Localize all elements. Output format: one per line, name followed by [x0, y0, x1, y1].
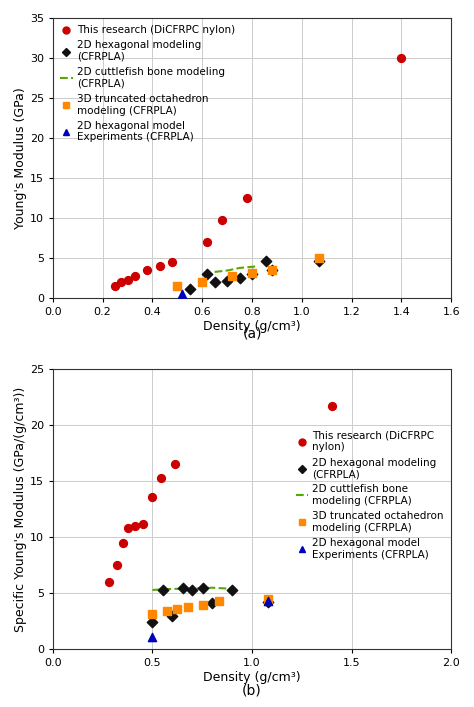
This research (DiCFRPC
nylon) [140, 518, 147, 530]
2D cuttlefish bone
modeling (CFRPLA) [210, 583, 215, 592]
Text: (a): (a) [242, 327, 262, 341]
This research (DiCFRPC nylon) [118, 276, 125, 288]
2D hexagonal modeling
(CFRPLA) [264, 597, 272, 608]
2D hexagonal model
Experiments (CFRPLA) [149, 631, 156, 643]
This research (DiCFRPC
nylon) [124, 522, 131, 534]
This research (DiCFRPC
nylon) [119, 537, 127, 549]
3D truncated octahedron
modeling (CFRPLA) [199, 276, 206, 288]
This research (DiCFRPC
nylon) [157, 472, 165, 484]
Text: (b): (b) [242, 683, 262, 697]
This research (DiCFRPC nylon) [144, 264, 151, 276]
2D hexagonal modeling
(CFRPLA) [209, 597, 216, 609]
Y-axis label: Specific Young's Modulus (GPa/(g/cm³)): Specific Young's Modulus (GPa/(g/cm³)) [14, 387, 27, 632]
2D hexagonal modeling
(CFRPLA) [169, 610, 176, 621]
3D truncated octahedron
modeling (CFRPLA) [173, 603, 181, 614]
X-axis label: Density (g/cm³): Density (g/cm³) [203, 671, 301, 684]
2D cuttlefish bone modeling
(CFRPLA) [212, 268, 218, 276]
Legend: This research (DiCFRPC nylon), 2D hexagonal modeling
(CFRPLA), 2D cuttlefish bon: This research (DiCFRPC nylon), 2D hexago… [58, 23, 237, 144]
This research (DiCFRPC
nylon) [149, 491, 156, 503]
This research (DiCFRPC nylon) [124, 274, 131, 286]
Y-axis label: Young's Modulus (GPa): Young's Modulus (GPa) [14, 87, 27, 229]
This research (DiCFRPC nylon) [169, 257, 176, 268]
3D truncated octahedron
modeling (CFRPLA) [264, 593, 272, 604]
3D truncated octahedron
modeling (CFRPLA) [164, 606, 171, 617]
Legend: This research (DiCFRPC
nylon), 2D hexagonal modeling
(CFRPLA), 2D cuttlefish bon: This research (DiCFRPC nylon), 2D hexago… [294, 428, 446, 561]
3D truncated octahedron
modeling (CFRPLA) [149, 608, 156, 619]
3D truncated octahedron
modeling (CFRPLA) [228, 270, 236, 281]
This research (DiCFRPC
nylon) [172, 459, 179, 470]
This research (DiCFRPC nylon) [111, 281, 119, 292]
This research (DiCFRPC nylon) [203, 237, 211, 248]
2D hexagonal modeling
(CFRPLA) [200, 582, 207, 593]
This research (DiCFRPC nylon) [243, 192, 251, 204]
This research (DiCFRPC
nylon) [105, 576, 112, 588]
2D hexagonal modeling
(CFRPLA) [211, 276, 219, 288]
Line: 2D cuttlefish bone modeling
(CFRPLA): 2D cuttlefish bone modeling (CFRPLA) [215, 267, 257, 272]
This research (DiCFRPC
nylon) [132, 520, 139, 532]
2D hexagonal model
Experiments (CFRPLA) [179, 288, 186, 300]
2D hexagonal modeling
(CFRPLA) [262, 255, 270, 267]
This research (DiCFRPC
nylon) [328, 400, 336, 411]
2D hexagonal model
Experiments (CFRPLA) [264, 595, 272, 607]
2D cuttlefish bone modeling
(CFRPLA) [254, 262, 260, 271]
This research (DiCFRPC nylon) [156, 261, 164, 272]
2D hexagonal modeling
(CFRPLA) [223, 275, 231, 286]
2D hexagonal modeling
(CFRPLA) [228, 584, 236, 595]
2D hexagonal modeling
(CFRPLA) [149, 617, 156, 628]
2D hexagonal modeling
(CFRPLA) [236, 273, 243, 284]
This research (DiCFRPC
nylon) [113, 560, 120, 571]
2D hexagonal modeling
(CFRPLA) [189, 584, 196, 595]
3D truncated octahedron
modeling (CFRPLA) [200, 599, 207, 610]
2D cuttlefish bone
modeling (CFRPLA) [190, 585, 195, 593]
2D cuttlefish bone modeling
(CFRPLA) [237, 264, 242, 272]
3D truncated octahedron
modeling (CFRPLA) [215, 595, 223, 607]
2D hexagonal modeling
(CFRPLA) [268, 264, 276, 275]
This research (DiCFRPC nylon) [398, 52, 405, 64]
2D hexagonal modeling
(CFRPLA) [180, 582, 187, 593]
2D hexagonal modeling
(CFRPLA) [248, 269, 256, 280]
2D cuttlefish bone
modeling (CFRPLA) [170, 585, 175, 593]
3D truncated octahedron
modeling (CFRPLA) [184, 601, 192, 612]
X-axis label: Density (g/cm³): Density (g/cm³) [203, 320, 301, 333]
3D truncated octahedron
modeling (CFRPLA) [316, 252, 323, 264]
3D truncated octahedron
modeling (CFRPLA) [173, 281, 181, 292]
2D hexagonal modeling
(CFRPLA) [316, 255, 323, 267]
3D truncated octahedron
modeling (CFRPLA) [268, 264, 276, 276]
Line: 2D cuttlefish bone
modeling (CFRPLA): 2D cuttlefish bone modeling (CFRPLA) [153, 588, 232, 590]
2D hexagonal modeling
(CFRPLA) [203, 268, 211, 279]
3D truncated octahedron
modeling (CFRPLA) [248, 267, 256, 279]
2D cuttlefish bone modeling
(CFRPLA) [226, 266, 231, 274]
2D cuttlefish bone
modeling (CFRPLA) [150, 585, 155, 594]
2D hexagonal modeling
(CFRPLA) [160, 584, 167, 595]
2D cuttlefish bone
modeling (CFRPLA) [229, 585, 235, 593]
This research (DiCFRPC nylon) [219, 214, 226, 226]
2D hexagonal modeling
(CFRPLA) [186, 283, 193, 294]
This research (DiCFRPC nylon) [131, 270, 139, 281]
